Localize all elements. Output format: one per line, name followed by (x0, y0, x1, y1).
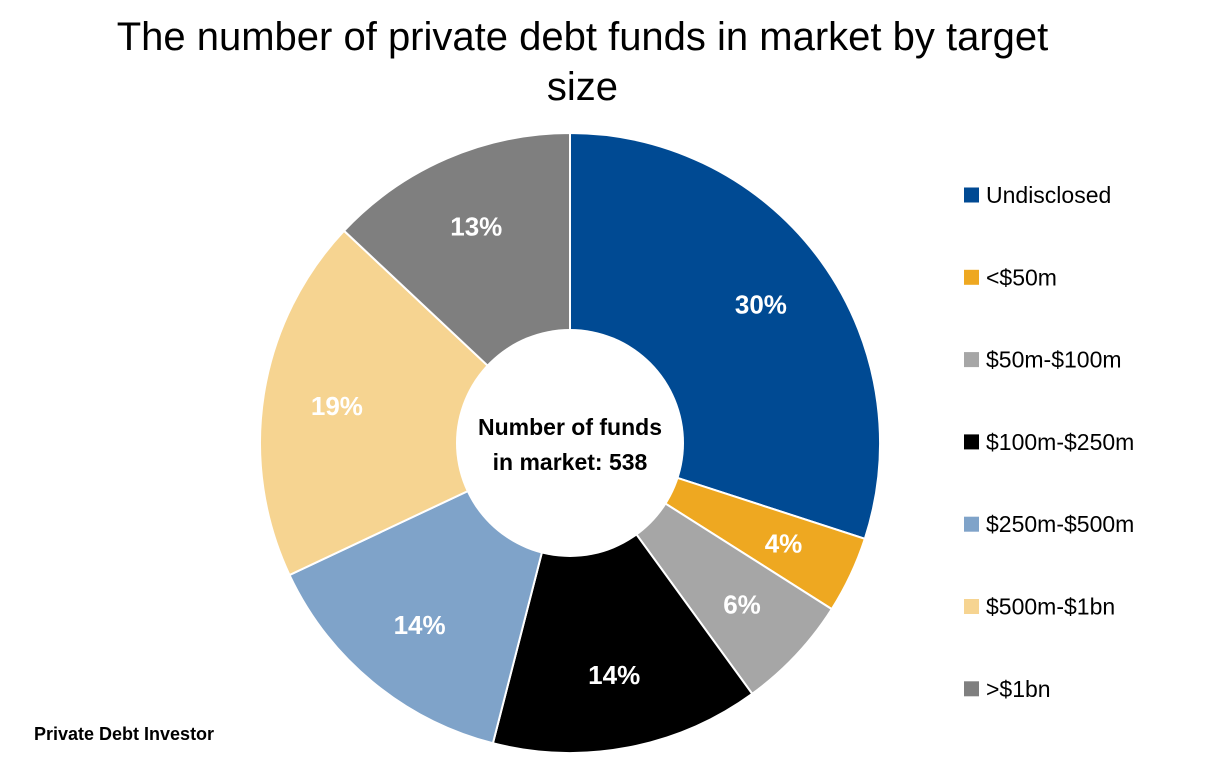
data-label-50m-100m: 6% (723, 590, 761, 620)
legend-label-50m: <$50m (986, 264, 1057, 290)
legend-swatch-500m-1bn (964, 599, 979, 614)
legend-swatch-250m-500m (964, 516, 979, 532)
legend-item-250m-500m: $250m-$500m (964, 511, 1134, 537)
legend-item-undisclosed: Undisclosed (964, 182, 1111, 208)
data-label-50m: 4% (765, 529, 803, 559)
legend-swatch-undisclosed (964, 187, 979, 203)
legend-swatch-50m-100m (964, 352, 979, 368)
pie-slice-500m-1bn (259, 229, 572, 577)
legend-label-undisclosed: Undisclosed (986, 182, 1111, 208)
legend-label-100m-250m: $100m-$250m (986, 429, 1134, 455)
legend-label-1bn: >$1bn (986, 676, 1051, 702)
legend-swatch-50m (964, 269, 979, 285)
center-label: Number of funds in market: 538 (478, 414, 662, 475)
legend-swatch-100m-250m (964, 434, 979, 450)
legend-label-50m-100m: $50m-$100m (986, 347, 1122, 373)
legend-item-500m-1bn: $500m-$1bn (964, 594, 1115, 620)
legend-item-100m-250m: $100m-$250m (964, 429, 1134, 455)
legend-item-50m: <$50m (964, 264, 1057, 290)
data-label-500m-1bn: 19% (311, 391, 363, 421)
data-label-undisclosed: 30% (735, 289, 787, 319)
data-label-1bn: 13% (450, 211, 502, 241)
legend-swatch-1bn (964, 681, 979, 697)
legend-label-500m-1bn: $500m-$1bn (986, 594, 1115, 620)
legend: Undisclosed <$50m $50m-$100m $100m-$250m $25… (964, 182, 1134, 702)
donut-hole (456, 329, 684, 557)
data-label-100m-250m: 14% (588, 660, 640, 690)
chart-title: The number of private debt funds in mark… (116, 15, 1049, 109)
legend-item-1bn: >$1bn (964, 676, 1051, 702)
slice-labels: 30% 4% 6% 14% 14% 19% 13% (311, 211, 802, 689)
legend-item-50m-100m: $50m-$100m (964, 347, 1122, 373)
source-note: Private Debt Investor (34, 724, 215, 744)
data-label-250m-500m: 14% (394, 610, 446, 640)
center-label-line-2: in market: 538 (493, 449, 648, 475)
legend-label-250m-500m: $250m-$500m (986, 511, 1134, 537)
center-label-line-1: Number of funds (478, 414, 662, 440)
